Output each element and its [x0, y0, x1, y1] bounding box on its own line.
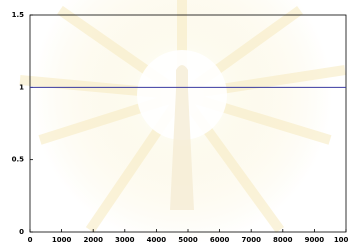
x-tick-label: 5000 — [178, 236, 198, 244]
x-tick-label: 10000 — [334, 236, 348, 244]
x-tick-label: 3000 — [115, 236, 135, 244]
x-tick-label: 8000 — [273, 236, 293, 244]
y-tick-label: 1 — [19, 83, 24, 91]
y-tick-label: 0 — [19, 228, 24, 236]
watermark — [20, 0, 345, 245]
x-tick-label: 4000 — [147, 236, 167, 244]
chart: 0 0.5 1 1.5 0 1000 2000 3000 4000 5000 6000 7000 800… — [0, 0, 348, 248]
x-tick-label: 1000 — [52, 236, 72, 244]
x-tick-label: 9000 — [305, 236, 325, 244]
x-tick-label: 2000 — [83, 236, 103, 244]
x-tick-label: 6000 — [210, 236, 230, 244]
x-tick-label: 7000 — [241, 236, 261, 244]
x-tick-label: 0 — [28, 236, 33, 244]
y-tick-label: 0.5 — [12, 156, 25, 164]
y-tick-label: 1.5 — [12, 11, 25, 19]
